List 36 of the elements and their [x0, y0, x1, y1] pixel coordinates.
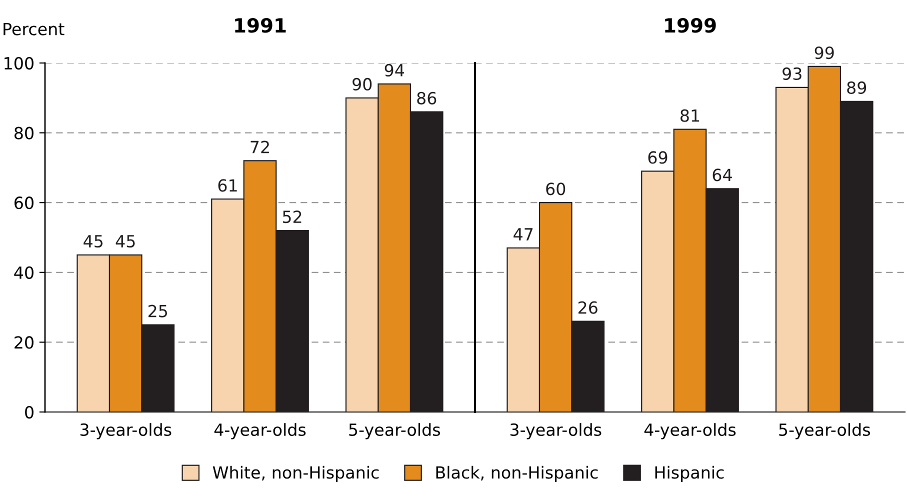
- x-tick-label: 5-year-olds: [779, 423, 870, 440]
- data-label: 69: [648, 151, 668, 164]
- data-label: 89: [847, 81, 866, 94]
- data-label: 99: [814, 46, 834, 60]
- legend-label: Hispanic: [655, 466, 724, 482]
- data-label: 52: [282, 210, 302, 224]
- x-tick-label: 5-year-olds: [349, 423, 440, 440]
- data-label: 45: [116, 235, 135, 248]
- y-tick-label: 20: [14, 336, 34, 349]
- data-label: 26: [578, 301, 598, 314]
- data-label: 64: [712, 168, 732, 182]
- data-label: 81: [680, 109, 700, 122]
- data-label: 47: [514, 228, 533, 240]
- chart-title: 1999: [665, 18, 716, 33]
- legend-label: Black, non-Hispanic: [436, 466, 598, 482]
- x-tick-label: 4-year-olds: [644, 423, 736, 440]
- data-label: 94: [384, 64, 404, 77]
- legend-label: White, non-Hispanic: [212, 466, 379, 482]
- y-tick-label: 100: [4, 56, 34, 70]
- x-tick-label: 3-year-olds: [510, 423, 602, 440]
- x-tick-label: 3-year-olds: [80, 423, 172, 440]
- data-label: 86: [417, 92, 436, 104]
- y-tick-label: 0: [25, 406, 34, 419]
- y-tick-label: 80: [14, 126, 34, 140]
- chart-title: 1991: [235, 18, 286, 33]
- data-label: 25: [148, 304, 168, 318]
- y-axis-title: Percent: [4, 22, 64, 36]
- data-label: 93: [782, 67, 802, 80]
- data-label: 45: [84, 235, 103, 248]
- data-label: 60: [546, 182, 566, 196]
- data-label: 72: [250, 140, 269, 154]
- data-label: 61: [218, 179, 237, 192]
- data-label: 90: [352, 78, 372, 91]
- y-tick-label: 60: [14, 196, 34, 210]
- x-tick-label: 4-year-olds: [214, 423, 306, 440]
- y-tick-label: 40: [14, 266, 34, 279]
